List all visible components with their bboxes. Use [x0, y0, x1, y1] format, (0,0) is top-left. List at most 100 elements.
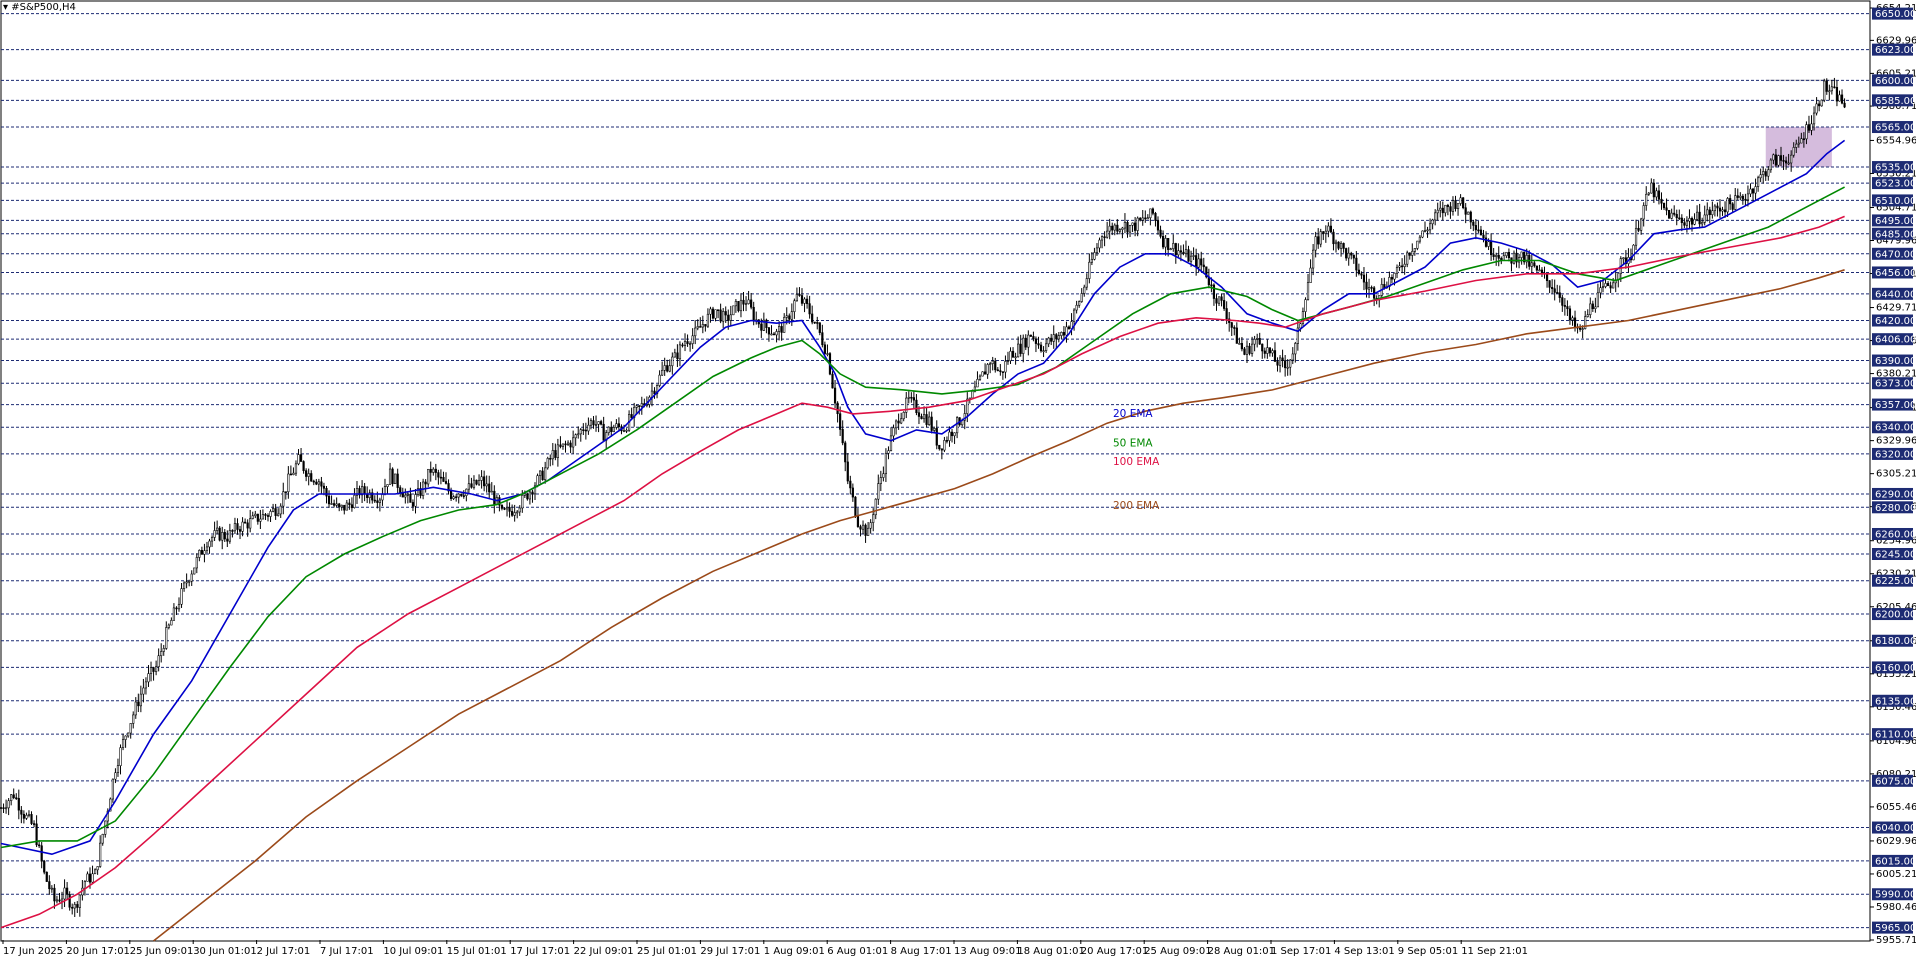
candle-body: [610, 426, 613, 433]
candle-body: [1779, 155, 1783, 161]
candle-body: [594, 424, 598, 426]
candle-body: [836, 402, 839, 415]
candle-body: [1004, 361, 1007, 373]
candle-body: [460, 493, 463, 496]
candle-body: [1718, 207, 1722, 212]
ema-line-200-ema[interactable]: [153, 269, 1845, 942]
candle-body: [760, 323, 763, 331]
candle-body: [1606, 283, 1610, 286]
candle-body: [111, 778, 114, 800]
candle-body: [1423, 230, 1427, 232]
candle-body: [86, 873, 89, 882]
candle-body: [134, 701, 137, 716]
candle-body: [289, 473, 292, 476]
candle-body: [1306, 282, 1310, 300]
candle-body: [30, 814, 33, 824]
candle-body: [1843, 102, 1846, 108]
candle-body: [541, 470, 544, 481]
candle-body: [1840, 94, 1844, 104]
candle-body: [1347, 252, 1350, 259]
candle-body: [900, 418, 903, 424]
candle-body: [1449, 206, 1452, 212]
candle-body: [1662, 202, 1666, 209]
y-tick-label: 6380.21: [1876, 369, 1916, 380]
candle-body: [526, 493, 529, 500]
candle-body: [1309, 267, 1312, 283]
candle-body: [1436, 209, 1439, 214]
candle-body: [0, 807, 3, 809]
candle-body: [1022, 337, 1025, 354]
candle-body: [350, 504, 354, 509]
candle-body: [1169, 248, 1172, 251]
candle-body: [1014, 356, 1017, 359]
candle-body: [434, 468, 437, 473]
candle-body: [1177, 250, 1180, 256]
candle-body: [1495, 254, 1498, 257]
candle-body: [50, 887, 53, 890]
candle-body: [1055, 334, 1058, 340]
candle-body: [1769, 159, 1772, 171]
candle-body: [1612, 282, 1615, 289]
candle-body: [1428, 223, 1432, 231]
candle-body: [1713, 205, 1716, 212]
candle-body: [221, 532, 224, 541]
candle-body: [917, 412, 921, 417]
candle-body: [933, 428, 936, 431]
candle-body: [892, 427, 895, 437]
candle-body: [200, 550, 203, 555]
candle-body: [305, 470, 308, 477]
candle-body: [1189, 255, 1193, 262]
level-price-box: [1872, 74, 1913, 87]
candle-body: [989, 363, 992, 365]
candle-body: [1128, 224, 1132, 233]
candle-body: [505, 507, 509, 510]
candle-body: [1042, 350, 1045, 352]
candle-body: [1530, 262, 1533, 267]
candle-body: [1573, 317, 1577, 328]
candle-body: [1296, 327, 1299, 344]
level-price-box: [1872, 266, 1913, 279]
dropdown-icon[interactable]: ▾: [3, 2, 9, 13]
candle-body: [1558, 292, 1561, 298]
candle-body: [699, 326, 702, 328]
candle-body: [1093, 252, 1096, 260]
candle-body: [953, 432, 956, 437]
y-tick-label: 6205.46: [1876, 602, 1916, 613]
y-tick-label: 6130.46: [1876, 702, 1916, 713]
candle-body: [73, 904, 76, 909]
candle-body: [1535, 265, 1538, 271]
level-price-label: 5990.00: [1875, 890, 1916, 901]
ema-line-20-ema[interactable]: [0, 139, 1846, 856]
candle-body: [1100, 236, 1104, 241]
candle-body: [1568, 308, 1572, 321]
ema-line-50-ema[interactable]: [0, 186, 1845, 849]
candle-body: [63, 887, 66, 900]
candle-body: [1446, 204, 1449, 207]
candle-body: [1520, 251, 1523, 258]
candle-body: [983, 371, 987, 375]
candle-body: [68, 893, 71, 908]
candle-body: [813, 321, 816, 324]
candle-body: [800, 295, 804, 304]
candle-body: [236, 523, 239, 530]
ema-line-100-ema[interactable]: [0, 215, 1845, 929]
candle-body: [676, 352, 679, 360]
candle-body: [427, 468, 430, 485]
candle-body: [666, 365, 669, 372]
candle-body: [1118, 229, 1121, 232]
level-price-label: 6200.00: [1875, 610, 1916, 621]
candle-body: [1540, 269, 1544, 274]
candle-body: [778, 326, 781, 332]
candle-body: [683, 341, 687, 346]
candle-body: [1134, 222, 1137, 231]
candle-body: [216, 527, 219, 531]
candle-body: [394, 473, 397, 485]
candle-body: [928, 416, 931, 425]
candle-body: [1678, 217, 1681, 220]
candle-body: [1408, 252, 1411, 256]
candle-body: [226, 538, 229, 542]
candle-body: [1154, 212, 1157, 221]
candle-body: [149, 667, 153, 674]
candle-body: [956, 417, 959, 434]
